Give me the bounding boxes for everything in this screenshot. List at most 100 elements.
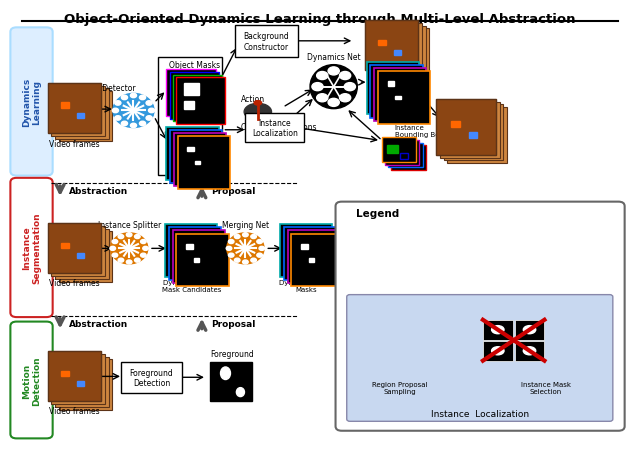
Ellipse shape (310, 65, 357, 110)
FancyBboxPatch shape (170, 131, 222, 183)
Ellipse shape (146, 116, 152, 121)
Bar (393, 327, 401, 333)
Bar (61, 371, 69, 377)
FancyBboxPatch shape (55, 89, 109, 139)
Ellipse shape (243, 260, 248, 264)
FancyBboxPatch shape (55, 357, 109, 407)
Ellipse shape (328, 68, 339, 76)
FancyBboxPatch shape (48, 84, 101, 134)
FancyBboxPatch shape (51, 354, 105, 404)
Text: Region Proposal
Sampling: Region Proposal Sampling (372, 382, 428, 395)
Text: Abstraction: Abstraction (69, 187, 128, 196)
Bar (186, 244, 193, 249)
FancyBboxPatch shape (174, 133, 226, 186)
Text: Prediction: Prediction (447, 154, 485, 163)
Ellipse shape (148, 109, 155, 113)
FancyBboxPatch shape (378, 72, 430, 124)
FancyBboxPatch shape (444, 105, 504, 161)
Text: Dynamics
Learning: Dynamics Learning (22, 78, 41, 127)
Ellipse shape (317, 95, 328, 102)
FancyBboxPatch shape (367, 62, 419, 115)
FancyBboxPatch shape (166, 128, 219, 180)
FancyBboxPatch shape (51, 226, 105, 276)
Ellipse shape (524, 347, 536, 355)
Bar (194, 258, 199, 262)
Ellipse shape (118, 235, 124, 239)
FancyBboxPatch shape (121, 362, 182, 393)
FancyBboxPatch shape (48, 224, 101, 274)
Ellipse shape (126, 233, 132, 237)
Ellipse shape (317, 72, 328, 80)
FancyBboxPatch shape (165, 225, 218, 277)
Ellipse shape (492, 347, 504, 355)
Ellipse shape (251, 235, 257, 239)
Bar (483, 341, 513, 361)
Text: Merging Net: Merging Net (222, 221, 269, 230)
FancyBboxPatch shape (382, 138, 417, 163)
Bar (394, 51, 401, 56)
FancyBboxPatch shape (287, 231, 340, 284)
Text: Object Masks: Object Masks (169, 61, 220, 70)
Text: Video frames: Video frames (49, 278, 100, 287)
Text: Proposal: Proposal (211, 187, 255, 196)
Bar (469, 133, 477, 138)
FancyBboxPatch shape (365, 21, 418, 71)
FancyBboxPatch shape (347, 295, 613, 421)
Ellipse shape (115, 101, 121, 106)
FancyBboxPatch shape (280, 225, 332, 277)
Ellipse shape (234, 258, 240, 262)
Bar (387, 82, 394, 87)
Ellipse shape (339, 72, 351, 80)
FancyBboxPatch shape (48, 351, 101, 401)
Bar (61, 243, 69, 249)
FancyBboxPatch shape (351, 225, 426, 251)
Text: Instance
Bounding Box: Instance Bounding Box (395, 125, 443, 138)
Bar (77, 114, 84, 119)
Ellipse shape (344, 83, 355, 92)
Ellipse shape (126, 260, 132, 264)
FancyBboxPatch shape (291, 234, 344, 287)
FancyBboxPatch shape (376, 29, 429, 79)
Bar (184, 83, 199, 96)
Ellipse shape (122, 122, 127, 126)
Ellipse shape (243, 233, 248, 237)
Text: Motion
Detection: Motion Detection (22, 355, 41, 405)
Ellipse shape (110, 247, 115, 251)
FancyBboxPatch shape (169, 228, 221, 281)
FancyBboxPatch shape (59, 359, 113, 410)
Ellipse shape (244, 104, 271, 121)
Text: Action: Action (241, 95, 265, 104)
FancyBboxPatch shape (59, 92, 113, 142)
Ellipse shape (146, 101, 152, 106)
Ellipse shape (328, 99, 339, 107)
FancyBboxPatch shape (388, 143, 422, 168)
Bar (188, 147, 194, 152)
FancyBboxPatch shape (166, 70, 216, 116)
Text: Object-Oriented Dynamics Learning through Multi-Level Abstraction: Object-Oriented Dynamics Learning throug… (64, 13, 576, 26)
Ellipse shape (227, 233, 264, 264)
Text: Abstraction: Abstraction (69, 319, 128, 328)
Ellipse shape (234, 235, 240, 239)
FancyBboxPatch shape (48, 351, 101, 401)
FancyBboxPatch shape (367, 303, 432, 368)
Ellipse shape (131, 94, 136, 98)
Ellipse shape (113, 94, 154, 128)
Ellipse shape (257, 240, 262, 244)
FancyBboxPatch shape (48, 84, 101, 134)
Ellipse shape (140, 122, 145, 126)
FancyBboxPatch shape (173, 75, 222, 122)
Text: Instance
Localization: Instance Localization (365, 228, 412, 248)
Ellipse shape (312, 83, 323, 92)
Text: Dynamic Object
Masks: Dynamic Object Masks (278, 279, 334, 292)
Bar (451, 121, 460, 128)
FancyBboxPatch shape (385, 141, 419, 166)
FancyBboxPatch shape (371, 65, 422, 118)
Ellipse shape (236, 388, 244, 397)
FancyBboxPatch shape (374, 69, 426, 121)
Ellipse shape (111, 233, 148, 264)
Text: Object Detector: Object Detector (75, 84, 136, 93)
FancyBboxPatch shape (51, 87, 105, 137)
Text: Dynamic Object
Mask Candidates: Dynamic Object Mask Candidates (162, 279, 221, 292)
Bar (387, 146, 398, 154)
FancyBboxPatch shape (447, 108, 507, 164)
